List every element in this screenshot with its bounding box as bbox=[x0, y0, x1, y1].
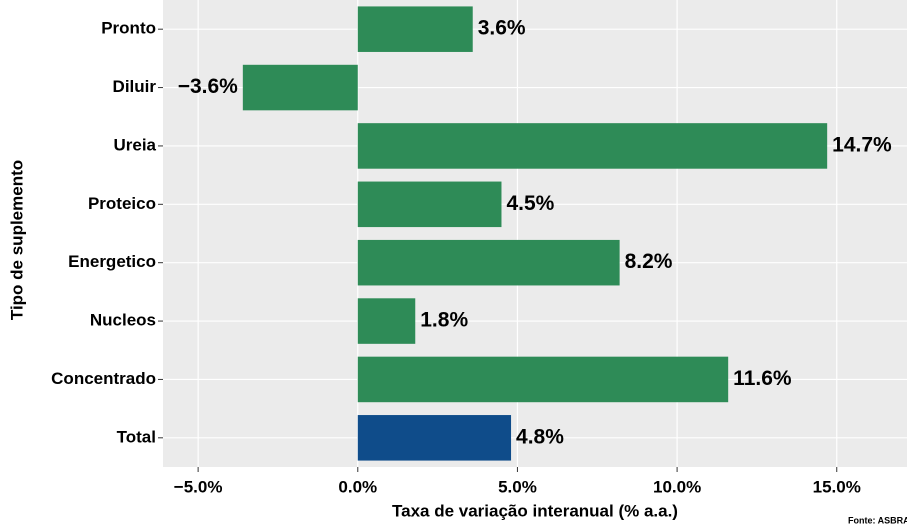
x-tick-label: 5.0% bbox=[498, 477, 537, 496]
value-label: 4.5% bbox=[506, 192, 554, 215]
x-axis-title: Taxa de variação interanual (% a.a.) bbox=[392, 501, 678, 520]
bar bbox=[357, 415, 512, 461]
y-tick-label: Nucleos bbox=[90, 311, 156, 330]
y-tick-label: Proteico bbox=[88, 194, 156, 213]
bar bbox=[357, 356, 729, 403]
x-tick-label: 10.0% bbox=[653, 477, 701, 496]
y-tick-label: Ureia bbox=[113, 135, 156, 154]
y-tick-label: Total bbox=[117, 427, 156, 446]
y-tick-label: Diluir bbox=[113, 77, 157, 96]
value-label: 8.2% bbox=[625, 250, 673, 273]
value-label: 11.6% bbox=[733, 367, 792, 390]
y-axis-title: Tipo de suplemento bbox=[7, 160, 26, 320]
x-tick-label: 15.0% bbox=[813, 477, 861, 496]
value-label: 1.8% bbox=[420, 309, 468, 332]
x-tick-label: 0.0% bbox=[338, 477, 377, 496]
source: Fonte: ASBRAN bbox=[848, 515, 907, 525]
y-tick-label: Concentrado bbox=[51, 369, 156, 388]
x-tick-label: −5.0% bbox=[174, 477, 223, 496]
bar bbox=[357, 298, 416, 344]
value-label: 3.6% bbox=[478, 17, 526, 40]
y-tick-label: Pronto bbox=[101, 19, 156, 38]
bar bbox=[357, 181, 502, 228]
y-tick-label: Energetico bbox=[68, 252, 156, 271]
bar bbox=[357, 239, 620, 286]
bar bbox=[357, 123, 828, 169]
value-label: 4.8% bbox=[516, 425, 564, 448]
bar bbox=[357, 6, 473, 52]
value-label: 14.7% bbox=[832, 133, 892, 156]
bar bbox=[242, 64, 358, 111]
value-label: −3.6% bbox=[178, 75, 238, 98]
